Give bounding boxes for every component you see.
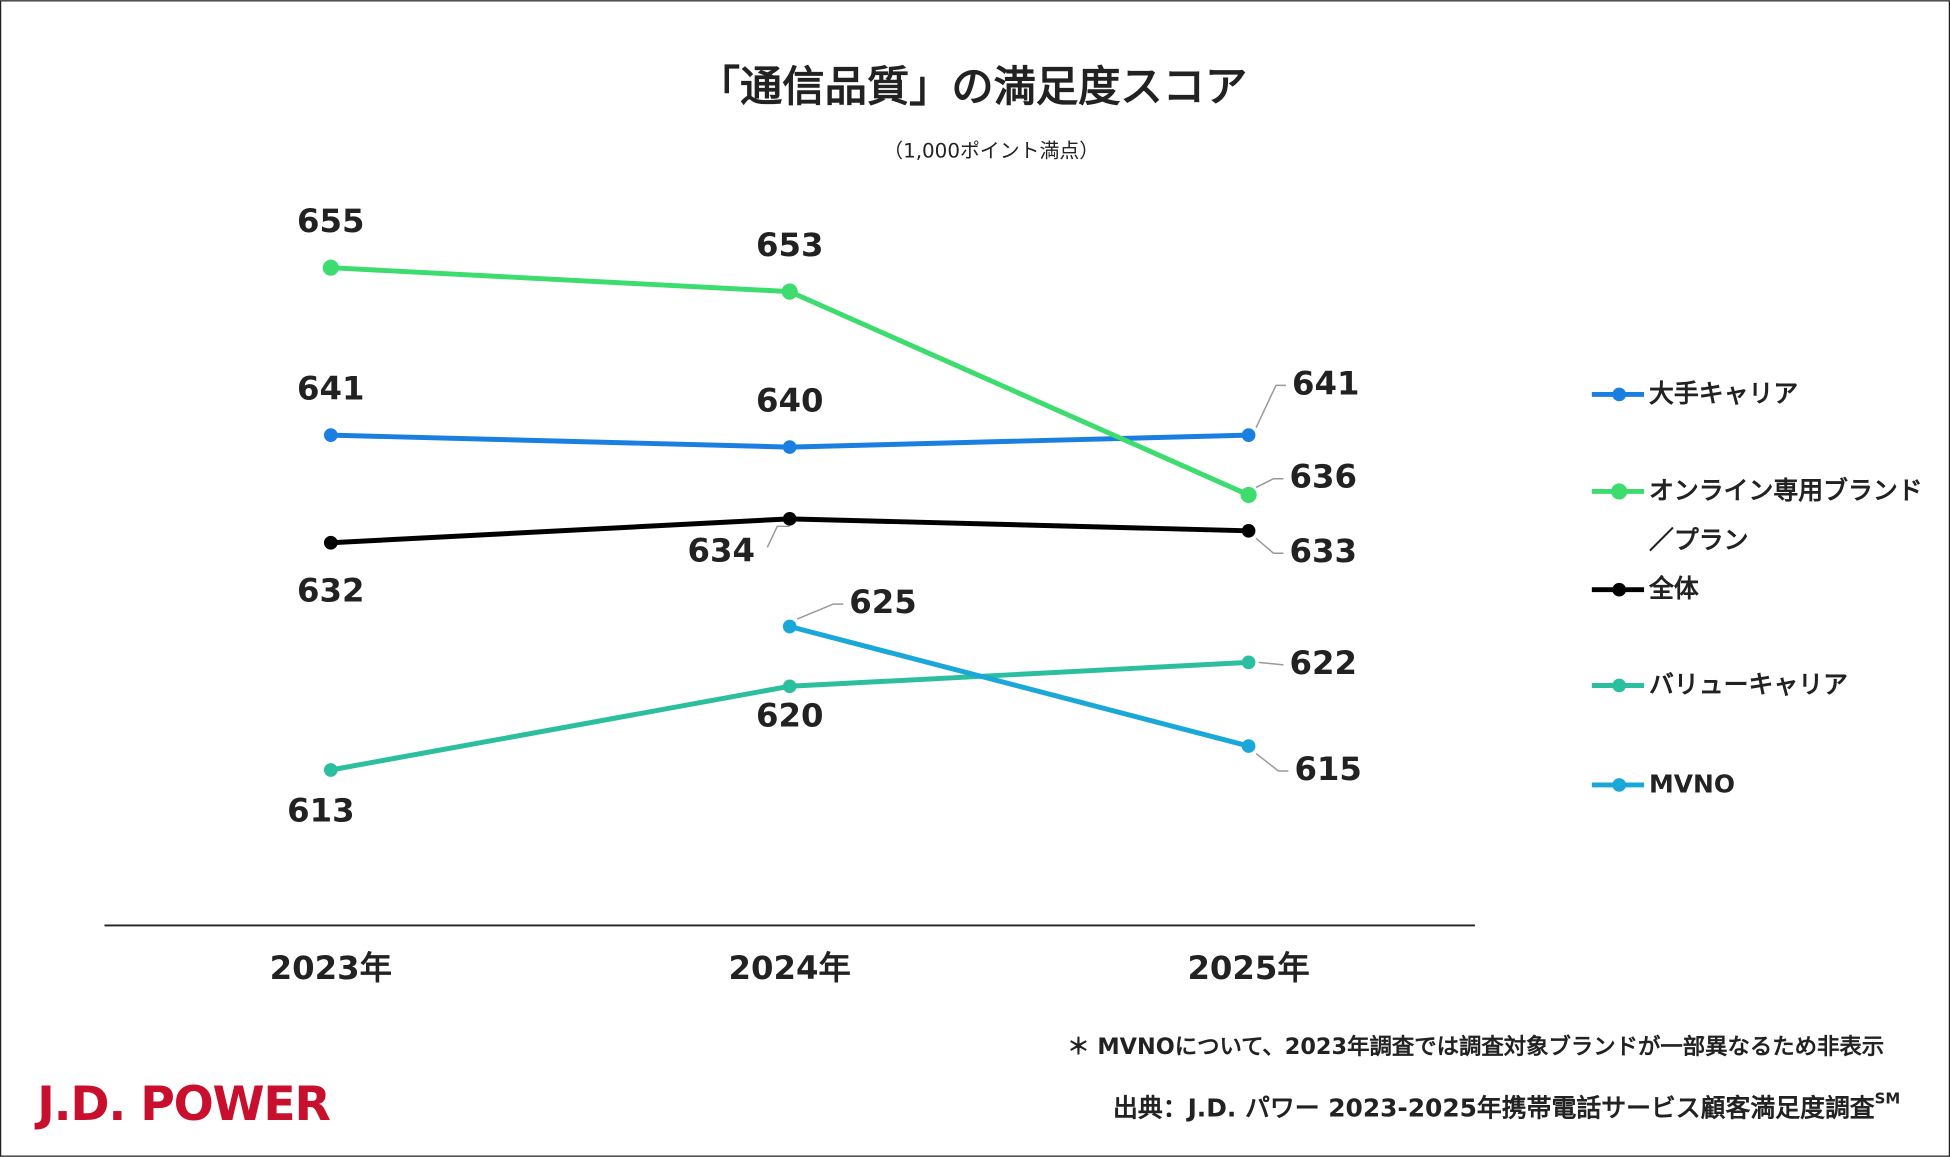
legend-label: バリューキャリア xyxy=(1649,669,1849,700)
data-label: 615 xyxy=(1294,750,1361,788)
point xyxy=(782,619,797,634)
leader-line xyxy=(796,603,844,620)
chart-subtitle: （1,000ポイント満点） xyxy=(883,139,1099,162)
legend-label: MVNO xyxy=(1649,768,1736,799)
source-text: 出典：J.D. パワー 2023-2025年携帯電話サービス顧客満足度調査 xyxy=(1113,1094,1875,1123)
legend-item: 全体 xyxy=(1649,573,1699,604)
point xyxy=(781,283,798,300)
legend-item: 大手キャリア xyxy=(1649,378,1799,409)
footnote: ＊ MVNOについて、2023年調査では調査対象ブランドが一部異なるため非表示 xyxy=(1067,1033,1884,1060)
data-label: 632 xyxy=(297,572,364,610)
legend-marker xyxy=(1612,582,1627,597)
legend-item: バリューキャリア xyxy=(1649,669,1849,700)
point xyxy=(323,535,338,550)
source-mark: SM xyxy=(1875,1090,1901,1108)
point xyxy=(322,259,339,276)
legend-marker xyxy=(1612,387,1627,402)
x-tick-label: 2025年 xyxy=(1187,949,1309,987)
data-label: 633 xyxy=(1289,532,1356,570)
x-tick-label: 2023年 xyxy=(270,949,392,987)
logo: J.D. POWER xyxy=(34,1077,330,1132)
point xyxy=(323,428,338,442)
data-label: 625 xyxy=(849,583,916,621)
leader-line xyxy=(1258,661,1284,666)
leader-line xyxy=(1255,478,1284,489)
data-label: 641 xyxy=(297,369,364,407)
data-label: 622 xyxy=(1289,644,1356,682)
data-label: 641 xyxy=(1292,364,1359,402)
data-label: 613 xyxy=(287,791,354,829)
x-tick-label: 2024年 xyxy=(729,949,851,987)
point xyxy=(1241,523,1256,538)
data-label: 655 xyxy=(297,202,364,240)
legend-item: オンライン専用ブランド／プラン xyxy=(1649,475,1923,555)
leader-line xyxy=(1255,384,1286,428)
legend-marker xyxy=(1612,678,1627,693)
point xyxy=(1241,655,1256,670)
legend-marker xyxy=(1611,483,1628,500)
legend-label: 大手キャリア xyxy=(1649,378,1799,409)
point xyxy=(782,679,797,694)
data-label: 636 xyxy=(1289,458,1356,496)
point xyxy=(323,763,338,777)
point xyxy=(1241,739,1256,753)
data-label: 653 xyxy=(756,226,823,264)
chart-title: 「通信品質」の満足度スコア xyxy=(698,62,1247,111)
legend-label: オンライン専用ブランド／プラン xyxy=(1649,475,1923,555)
source: 出典：J.D. パワー 2023-2025年携帯電話サービス顧客満足度調査SM xyxy=(1113,1090,1900,1123)
point xyxy=(782,512,797,526)
point xyxy=(782,440,797,454)
series-line xyxy=(789,624,1250,749)
point xyxy=(1240,486,1257,504)
data-label: 640 xyxy=(756,381,823,419)
legend-marker xyxy=(1612,778,1627,792)
data-label: 634 xyxy=(688,531,755,569)
data-label: 620 xyxy=(756,696,823,734)
legend-item: MVNO xyxy=(1649,768,1736,799)
leader-line xyxy=(1255,537,1284,554)
point xyxy=(1241,428,1256,442)
leader-line xyxy=(766,525,790,548)
leader-line xyxy=(1255,752,1289,772)
legend-label: 全体 xyxy=(1649,573,1699,604)
